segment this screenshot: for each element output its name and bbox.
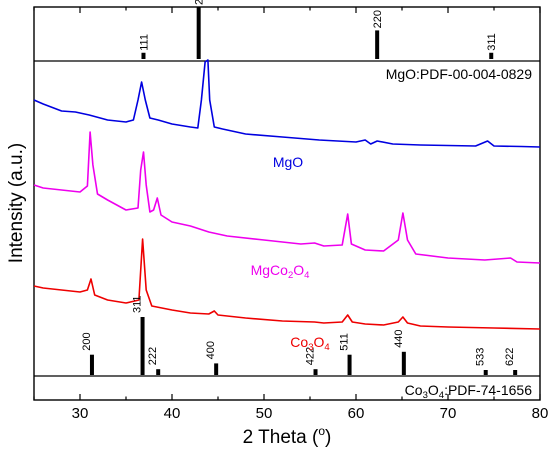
bottom-ref-label-mid: O bbox=[428, 382, 439, 398]
bottom-ref-peak-label: 222 bbox=[147, 347, 159, 365]
bottom-ref-peak-label: 533 bbox=[475, 348, 487, 366]
x-axis-label-degree: o bbox=[318, 424, 325, 438]
x-ticks-group: 30 40 50 60 70 80 bbox=[33, 7, 549, 422]
bottom-ref-peak-bar bbox=[89, 354, 94, 375]
top-ref-peak-label: 111 bbox=[138, 34, 150, 51]
x-tick-label: 80 bbox=[532, 405, 549, 422]
plot-frame bbox=[33, 6, 541, 401]
series-group bbox=[33, 59, 541, 330]
bottom-ref-peak-label: 622 bbox=[504, 348, 516, 366]
top-reference-panel: 111 200 220 311 MgO:PDF-00-004-0829 bbox=[138, 0, 532, 82]
series-line-0 bbox=[33, 59, 541, 148]
top-ref-peak-bar bbox=[196, 7, 201, 59]
x-axis-label-close: ) bbox=[325, 427, 331, 448]
bottom-ref-peak-bar bbox=[140, 317, 145, 375]
x-tick-label: 30 bbox=[72, 405, 89, 422]
series-label-1: MgCo2O4 bbox=[251, 262, 311, 281]
bottom-ref-peak-label: 311 bbox=[132, 295, 144, 313]
top-ref-peak-label: 311 bbox=[486, 33, 498, 51]
bottom-ref-peak-bar bbox=[401, 351, 406, 375]
series-line-1 bbox=[33, 131, 541, 264]
series-label-0: MgO bbox=[273, 154, 303, 170]
series-label-2-mid: O bbox=[314, 334, 325, 350]
bottom-ref-peak-label: 422 bbox=[305, 347, 317, 365]
series-label-1-sub2: 4 bbox=[304, 270, 310, 281]
series-label-1-sub1: 2 bbox=[288, 270, 293, 281]
bottom-ref-peak-label: 200 bbox=[81, 332, 93, 350]
bottom-ref-peak-bar bbox=[513, 370, 518, 375]
x-tick-label: 70 bbox=[440, 405, 457, 422]
series-label-2: Co3O4 bbox=[290, 334, 330, 353]
bottom-ref-peak-label: 511 bbox=[339, 333, 351, 351]
top-ref-peak-label: 220 bbox=[372, 10, 384, 28]
x-axis-label-main: 2 Theta ( bbox=[243, 427, 319, 448]
y-axis-label: Intensity (a.u.) bbox=[6, 143, 27, 263]
x-tick-label: 60 bbox=[348, 405, 365, 422]
bottom-ref-label-rest: :PDF-74-1656 bbox=[444, 382, 532, 398]
series-label-2-sub2: 4 bbox=[324, 342, 330, 353]
bottom-ref-peak-bar bbox=[156, 369, 161, 375]
bottom-ref-peak-bar bbox=[214, 363, 219, 375]
top-ref-peak-bar bbox=[141, 52, 146, 59]
series-label-0-base: MgO bbox=[273, 154, 303, 170]
top-ref-peak-bar bbox=[489, 52, 494, 59]
x-tick-label: 40 bbox=[164, 405, 181, 422]
series-label-2-sub1: 3 bbox=[308, 342, 313, 353]
series-label-1-base: MgCo bbox=[251, 262, 289, 278]
top-ref-peak-label: 200 bbox=[194, 0, 206, 5]
series-label-2-base: Co bbox=[290, 334, 308, 350]
bottom-ref-label-base: Co bbox=[405, 382, 423, 398]
series-label-1-mid: O bbox=[293, 262, 304, 278]
axes-group bbox=[33, 6, 541, 401]
series-line-2 bbox=[33, 238, 541, 330]
top-ref-peak-bar bbox=[375, 30, 380, 59]
bottom-ref-label-sub1: 3 bbox=[423, 390, 428, 401]
bottom-ref-label: Co3O4:PDF-74-1656 bbox=[405, 382, 533, 401]
x-tick-label: 50 bbox=[256, 405, 273, 422]
x-axis-label: 2 Theta (o) bbox=[243, 424, 332, 448]
bottom-ref-peak-bar bbox=[347, 354, 352, 375]
bottom-ref-peak-label: 400 bbox=[205, 341, 217, 359]
bottom-ref-label-sub2: 4 bbox=[439, 390, 445, 401]
bottom-ref-peak-label: 440 bbox=[393, 329, 405, 347]
bottom-ref-peak-bar bbox=[313, 369, 318, 375]
top-ref-label: MgO:PDF-00-004-0829 bbox=[386, 66, 533, 82]
bottom-ref-peak-bar bbox=[483, 370, 488, 375]
